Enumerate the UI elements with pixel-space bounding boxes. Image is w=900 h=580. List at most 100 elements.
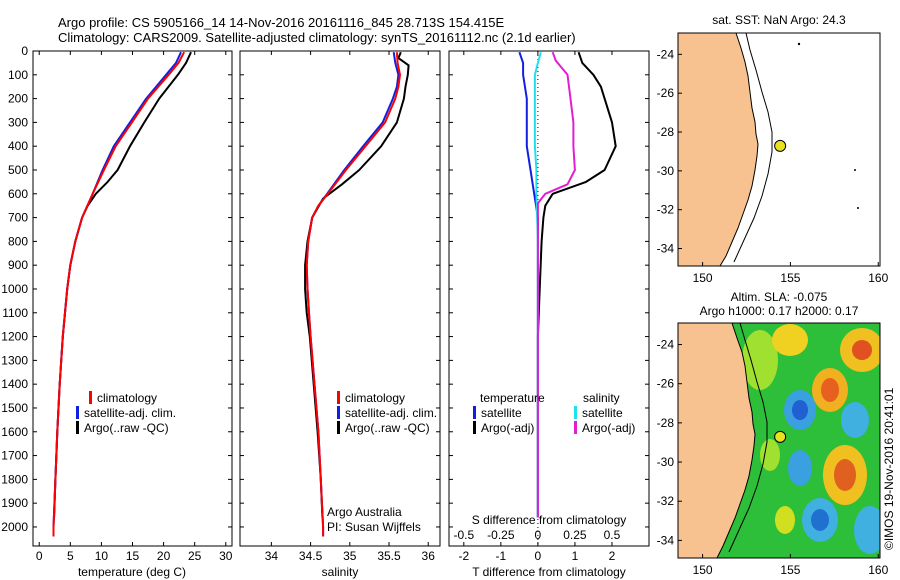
legend-label-satellite: satellite-adj. clim. [84,406,176,420]
depth-tick-label: 700 [8,211,28,225]
sst-map-frame [677,32,881,267]
island-dot [797,42,801,46]
salinity-panel-frame [239,50,441,547]
difference-legend: temperature salinity satellite Argo(-adj… [473,391,635,435]
lat-tick-label: -26 [657,377,675,391]
s-diff-tick-label: 0.5 [604,528,621,542]
depth-tick-label: 600 [8,187,28,201]
depth-tick-label: 1100 [2,306,28,320]
legend-swatch-satellite [337,406,340,419]
salinity-legend: climatology satellite-adj. clim. Argo(..… [337,391,437,435]
depth-tick-label: 800 [8,234,28,248]
sla-map-frame [677,322,881,559]
legend-swatch-climatology [337,391,340,404]
legend-label-climatology: climatology [345,391,405,405]
lat-tick-label: -34 [657,533,675,547]
legend-swatch-t-satellite [473,406,476,419]
depth-tick-label: 1600 [1,425,28,439]
x-tick-label: 25 [188,549,202,563]
profile-line [52,51,182,537]
temperature-xlabel: temperature (deg C) [78,565,186,579]
sst-map-ticks: 150 155 160 -24 -26 -28 -30 -32 -34 [657,47,889,285]
lat-tick-label: -28 [657,125,675,139]
lat-tick-label: -32 [657,494,675,508]
legend-swatch-argo [76,421,79,434]
sla-map [678,323,880,558]
argo-location-marker [774,430,787,443]
x-tick-label: 34.5 [299,549,323,563]
sst-map [678,33,880,266]
legend-label-s-satellite: satellite [582,406,623,420]
island-dot [854,169,856,171]
legend-swatch-s-satellite [574,406,577,419]
legend-swatch-t-argo [473,421,476,434]
depth-tick-label: 500 [8,163,28,177]
x-tick-label: 5 [67,549,74,563]
x-tick-label: 1 [572,549,579,563]
depth-tick-label: 1700 [1,449,28,463]
depth-tick-label: 100 [8,68,28,82]
x-tick-label: 36 [422,549,436,563]
x-tick-label: 30 [219,549,233,563]
depth-tick-label: 200 [8,92,28,106]
legend-swatch-argo [337,421,340,434]
legend-title-temperature: temperature [480,391,545,405]
x-tick-label: 2 [609,549,616,563]
profile-line [536,51,576,518]
lat-tick-label: -34 [657,242,675,256]
s-diff-tick-label: -0.5 [453,528,474,542]
s-diff-tick-label: 0.25 [563,528,587,542]
lat-tick-label: -32 [657,203,675,217]
depth-axis: 0 100 200 300 400 500 600 700 800 900 1000 1100 1200… [1,44,649,534]
legend-label-climatology: climatology [97,391,157,405]
australia-coast [678,323,756,558]
legend-swatch-satellite [76,406,79,419]
depth-tick-label: 400 [8,139,28,153]
profile-line [536,51,617,518]
shelf-contour [728,323,768,553]
s-diff-tick-label: -0.25 [487,528,515,542]
argo-location-marker [774,139,787,152]
lon-tick-label: 155 [780,563,800,577]
depth-tick-label: 1400 [1,377,28,391]
legend-label-t-argo: Argo(-adj) [481,421,534,435]
island-dot [857,207,859,209]
temperature-panel-frame [32,50,233,547]
lon-tick-label: 155 [780,271,800,285]
x-tick-label: 10 [95,549,109,563]
figure-title-line1: Argo profile: CS 5905166_14 14-Nov-2016 … [58,15,505,30]
lat-tick-label: -24 [657,47,675,61]
depth-tick-label: 0 [21,44,28,58]
x-tick-label: 20 [157,549,171,563]
x-axes: 0 5 10 15 20 25 30 34 34.5 35 35.5 36 -2 -1 0 1 2 -0.5 -0.… [36,51,621,563]
sla-map-title-line2: Argo h1000: 0.17 h2000: 0.17 [700,304,859,318]
depth-tick-label: 1800 [1,472,28,486]
depth-tick-label: 2000 [1,520,28,534]
australia-coast [678,33,759,266]
depth-tick-label: 1900 [1,496,28,510]
depth-tick-label: 900 [8,258,28,272]
x-tick-label: 0 [36,549,43,563]
salinity-profile-lines [304,51,410,537]
x-tick-label: -2 [458,549,469,563]
lat-tick-label: -30 [657,455,675,469]
lat-tick-label: -28 [657,416,675,430]
s-diff-tick-label: 0 [535,528,542,542]
sst-map-title: sat. SST: NaN Argo: 24.3 [712,13,846,27]
sla-map-title-line1: Altim. SLA: -0.075 [731,290,828,304]
lat-tick-label: -26 [657,86,675,100]
sla-map-ticks: 150 155 160 -24 -26 -28 -30 -32 -34 [657,338,889,577]
legend-label-t-satellite: satellite [481,406,522,420]
depth-tick-label: 1500 [1,401,28,415]
legend-label-satellite: satellite-adj. clim. [345,406,437,420]
lon-tick-label: 160 [868,271,888,285]
depth-tick-label: 300 [8,115,28,129]
x-tick-label: 34 [265,549,279,563]
temperature-legend: climatology satellite-adj. clim. Argo(..… [76,391,176,435]
x-tick-label: 35.5 [377,549,401,563]
depth-tick-label: 1000 [1,282,28,296]
lat-tick-label: -30 [657,164,675,178]
legend-title-salinity: salinity [583,391,620,405]
